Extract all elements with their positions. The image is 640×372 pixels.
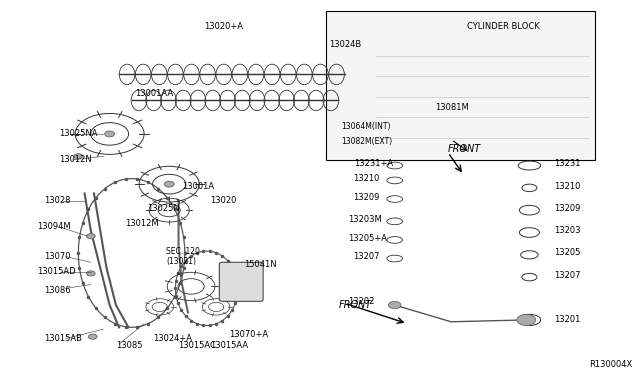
Text: 13086: 13086 [44, 286, 70, 295]
Text: 13209: 13209 [554, 204, 581, 213]
FancyBboxPatch shape [326, 11, 595, 160]
Text: 13094M: 13094M [38, 222, 71, 231]
Text: 13015AD: 13015AD [38, 267, 76, 276]
Text: 13015AB: 13015AB [44, 334, 82, 343]
Text: CYLINDER BLOCK: CYLINDER BLOCK [467, 22, 540, 31]
Circle shape [74, 154, 83, 159]
Text: 13025NA: 13025NA [60, 129, 98, 138]
Circle shape [388, 301, 401, 309]
Text: 13015AC: 13015AC [179, 341, 216, 350]
FancyBboxPatch shape [220, 262, 263, 301]
Text: 13231+A: 13231+A [354, 159, 393, 168]
Text: 13015AA: 13015AA [210, 341, 248, 350]
Text: 13025N: 13025N [147, 204, 180, 213]
Text: 13020+A: 13020+A [204, 22, 243, 31]
Text: 13001AA: 13001AA [134, 89, 173, 97]
Circle shape [86, 234, 95, 239]
Text: 13202: 13202 [348, 297, 374, 306]
Text: 13020: 13020 [210, 196, 236, 205]
Text: 13070+A: 13070+A [228, 330, 268, 339]
Text: 13070: 13070 [44, 252, 70, 261]
Text: 13207: 13207 [554, 271, 581, 280]
Text: 13205: 13205 [554, 248, 581, 257]
Text: 13024+A: 13024+A [154, 334, 193, 343]
Circle shape [86, 271, 95, 276]
Text: 13085: 13085 [116, 341, 143, 350]
Text: 15041N: 15041N [244, 260, 277, 269]
Text: 13012N: 13012N [60, 155, 92, 164]
Text: 13001A: 13001A [182, 182, 214, 190]
Text: R130004X: R130004X [589, 360, 632, 369]
Circle shape [104, 131, 115, 137]
Text: 13012M: 13012M [125, 219, 159, 228]
Text: SEC. 120
(13021): SEC. 120 (13021) [166, 247, 200, 266]
Text: 13064M(INT): 13064M(INT) [342, 122, 391, 131]
Circle shape [88, 334, 97, 339]
Text: 13209: 13209 [353, 193, 379, 202]
Circle shape [517, 314, 536, 326]
Text: 13201: 13201 [554, 315, 581, 324]
Text: 13231: 13231 [554, 159, 581, 168]
Text: 13203M: 13203M [348, 215, 382, 224]
Text: 13081M: 13081M [435, 103, 469, 112]
Text: FRONT: FRONT [339, 300, 372, 310]
Text: 13203: 13203 [554, 226, 581, 235]
Text: 13210: 13210 [353, 174, 379, 183]
Text: 13028: 13028 [44, 196, 70, 205]
Text: FRONT: FRONT [448, 144, 481, 154]
Circle shape [164, 181, 174, 187]
Text: 13082M(EXT): 13082M(EXT) [342, 137, 392, 146]
Text: 13210: 13210 [554, 182, 581, 190]
Text: 13207: 13207 [353, 252, 380, 261]
Text: 13205+A: 13205+A [348, 234, 387, 243]
Text: 13024B: 13024B [329, 40, 361, 49]
